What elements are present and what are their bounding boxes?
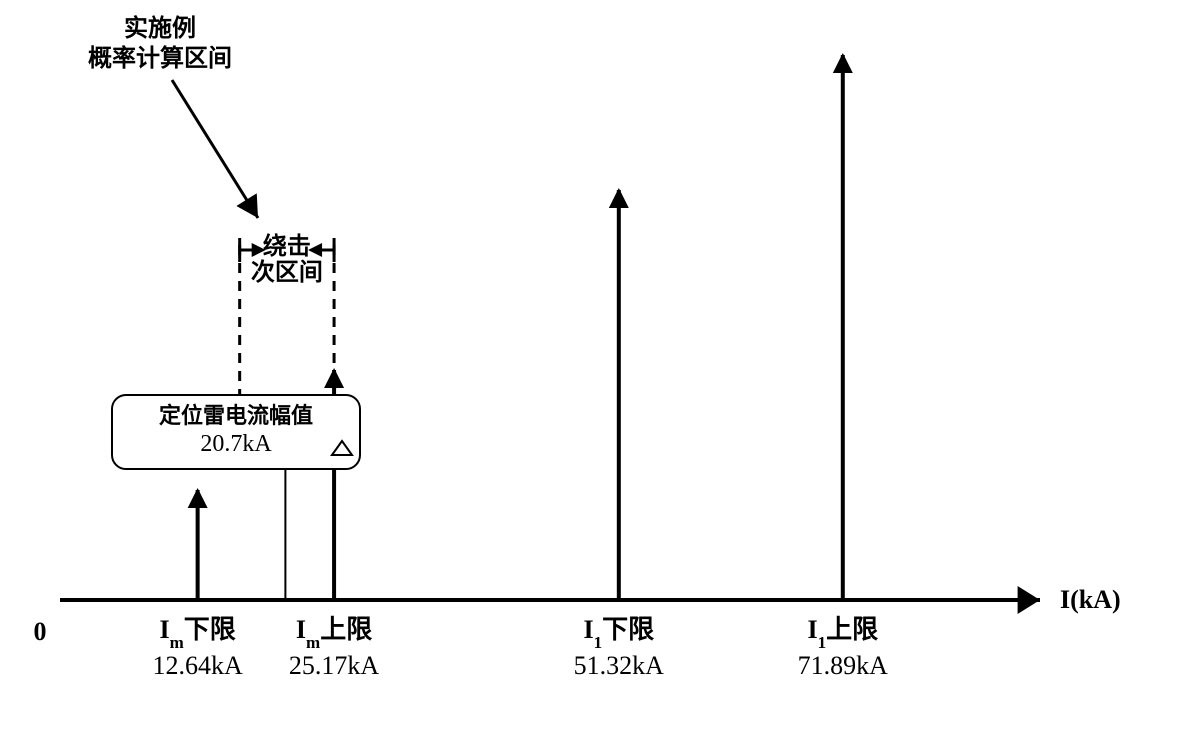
x-axis-label: I(kA) [1060, 585, 1121, 614]
dashed-label-2: 次区间 [251, 259, 323, 286]
value-box-title: 定位雷电流幅值 [159, 403, 313, 428]
annot-line2: 概率计算区间 [88, 44, 232, 72]
tick-value-i1_lower: 51.32kA [574, 651, 665, 680]
origin-label: 0 [34, 617, 47, 646]
tick-value-i1_upper: 71.89kA [798, 651, 889, 680]
dashed-label-1: 绕击 [263, 232, 311, 260]
tick-value-im_lower: 12.64kA [152, 651, 243, 680]
tick-value-im_upper: 25.17kA [289, 651, 380, 680]
annot-line1: 实施例 [124, 14, 196, 42]
value-box-value: 20.7kA [200, 431, 272, 457]
